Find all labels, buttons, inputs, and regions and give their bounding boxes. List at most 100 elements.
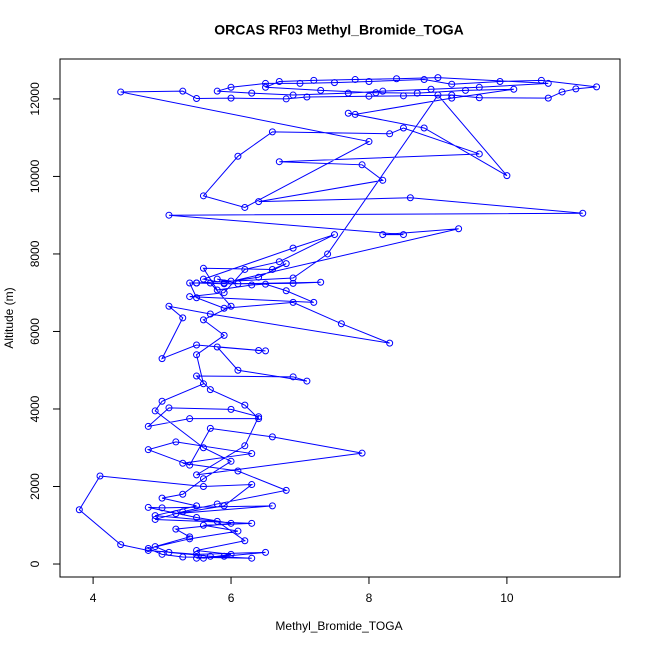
y-tick-label: 2000: [28, 473, 42, 500]
data-point: [241, 537, 249, 545]
data-point: [475, 83, 483, 91]
data-point: [503, 172, 511, 180]
data-point: [193, 341, 201, 349]
x-tick-label: 8: [366, 591, 373, 605]
data-point: [165, 404, 173, 412]
data-point: [206, 310, 214, 318]
data-point: [255, 198, 263, 206]
data-point: [75, 506, 83, 514]
data-point: [227, 94, 235, 102]
data-point: [117, 541, 125, 549]
data-point: [193, 502, 201, 510]
data-point: [289, 279, 297, 287]
x-tick-label: 6: [228, 591, 235, 605]
data-point: [227, 519, 235, 527]
data-point: [151, 512, 159, 520]
y-tick-label: 8000: [28, 240, 42, 267]
data-point: [199, 475, 207, 483]
data-point: [317, 278, 325, 286]
data-point: [179, 314, 187, 322]
data-point: [455, 225, 463, 233]
data-point: [255, 415, 263, 423]
data-point: [399, 92, 407, 100]
data-point: [262, 79, 270, 87]
data-point: [289, 298, 297, 306]
y-tick-label: 10000: [28, 159, 42, 193]
data-point: [420, 124, 428, 132]
data-point: [344, 109, 352, 117]
data-point: [475, 94, 483, 102]
data-point: [158, 355, 166, 363]
data-point: [282, 95, 290, 103]
data-point: [234, 527, 242, 535]
data-point: [213, 275, 221, 283]
data-point: [572, 85, 580, 93]
data-point: [193, 372, 201, 380]
data-point: [310, 298, 318, 306]
data-point: [262, 347, 270, 355]
data-point: [220, 289, 228, 297]
data-point: [179, 508, 187, 516]
data-point: [379, 176, 387, 184]
data-point: [199, 521, 207, 529]
data-point: [372, 89, 380, 97]
data-point: [241, 401, 249, 409]
data-point: [393, 75, 401, 83]
x-tick-label: 4: [90, 591, 97, 605]
data-point: [593, 83, 601, 91]
data-point: [399, 124, 407, 132]
y-axis-label: Altitude (m): [2, 287, 16, 348]
data-point: [186, 293, 194, 301]
data-point: [199, 192, 207, 200]
data-point: [186, 461, 194, 469]
data-point: [151, 407, 159, 415]
data-point: [406, 194, 414, 202]
data-point: [241, 265, 249, 273]
data-point: [199, 316, 207, 324]
data-point: [158, 494, 166, 502]
data-point: [193, 546, 201, 554]
data-point: [213, 517, 221, 525]
data-point: [186, 279, 194, 287]
data-point: [386, 130, 394, 138]
x-tick-label: 10: [500, 591, 514, 605]
data-point: [262, 280, 270, 288]
data-point: [337, 320, 345, 328]
data-point: [434, 91, 442, 99]
data-point: [330, 231, 338, 239]
data-point: [248, 450, 256, 458]
data-point: [199, 444, 207, 452]
data-point: [165, 211, 173, 219]
data-point: [227, 277, 235, 285]
data-point: [206, 386, 214, 394]
data-point: [193, 550, 201, 558]
data-point: [234, 152, 242, 160]
data-point: [268, 502, 276, 510]
data-point: [206, 279, 214, 287]
data-point: [448, 80, 456, 88]
data-point: [448, 91, 456, 99]
data-point: [193, 294, 201, 302]
data-point: [144, 546, 152, 554]
data-point: [220, 331, 228, 339]
data-point: [172, 510, 180, 518]
data-point: [227, 302, 235, 310]
data-point: [213, 343, 221, 351]
data-point: [544, 94, 552, 102]
data-point: [558, 88, 566, 96]
data-point: [351, 76, 359, 84]
data-point: [144, 503, 152, 511]
data-point: [179, 459, 187, 467]
data-point: [268, 433, 276, 441]
data-point: [186, 533, 194, 541]
data-point: [448, 94, 456, 102]
data-point: [289, 91, 297, 99]
data-point: [434, 74, 442, 82]
data-point: [227, 405, 235, 413]
x-axis-label: Methyl_Bromide_TOGA: [275, 619, 402, 633]
data-point: [193, 279, 201, 287]
data-point: [158, 397, 166, 405]
data-point: [351, 110, 359, 118]
